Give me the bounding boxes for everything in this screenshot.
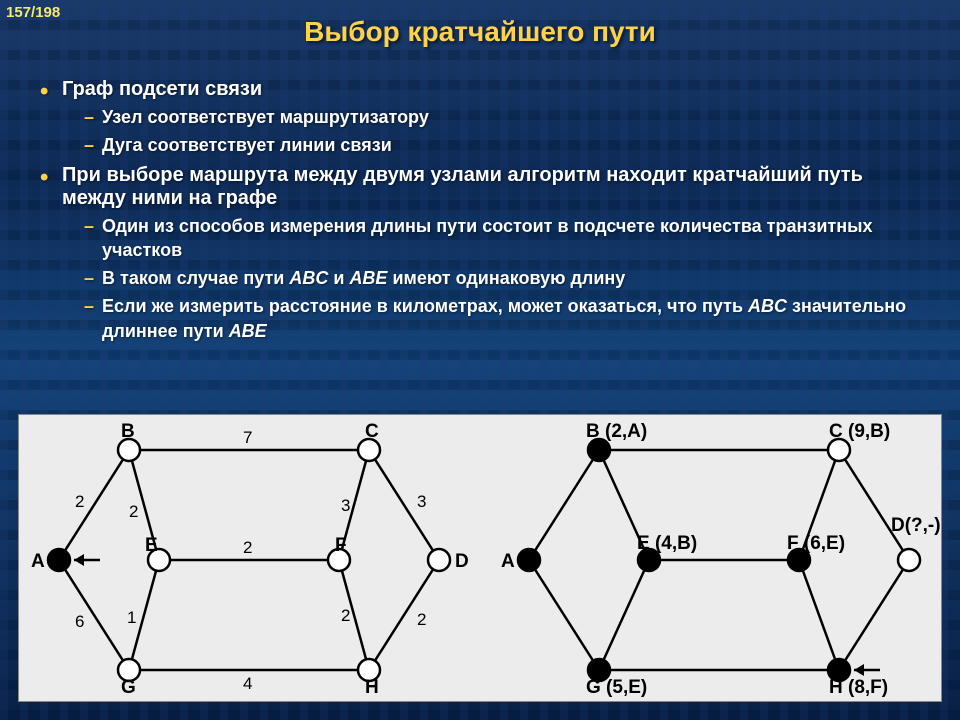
svg-text:3: 3 xyxy=(417,492,426,511)
svg-text:2: 2 xyxy=(243,538,252,557)
svg-text:H (8,F): H (8,F) xyxy=(829,677,888,698)
svg-text:6: 6 xyxy=(75,612,84,631)
svg-text:D(?,-): D(?,-) xyxy=(891,515,941,536)
svg-text:B: B xyxy=(121,421,135,442)
bullet-1: Граф подсети связи xyxy=(40,78,930,101)
text: имеют одинаковую длину xyxy=(387,268,625,288)
bullet-2: При выборе маршрута между двумя узлами а… xyxy=(40,164,930,210)
svg-text:F (6,E): F (6,E) xyxy=(787,533,845,554)
svg-text:C: C xyxy=(365,421,379,442)
svg-text:E: E xyxy=(145,535,158,556)
svg-text:2: 2 xyxy=(129,502,138,521)
text: Если же измерить расстояние в километрах… xyxy=(102,296,748,316)
svg-text:3: 3 xyxy=(341,496,350,515)
svg-text:E (4,B): E (4,B) xyxy=(637,533,697,554)
svg-text:F: F xyxy=(335,535,347,556)
bullet-1-1: Узел соответствует маршрутизатору xyxy=(84,105,930,129)
svg-text:4: 4 xyxy=(243,674,252,693)
slide-content: Граф подсети связи Узел соответствует ма… xyxy=(40,72,930,347)
path-abe: ABE xyxy=(349,268,387,288)
text: В таком случае пути xyxy=(102,268,289,288)
graph-svg: 2 6 7 2 2 1 3 2 3 2 4 A B C D E F G H A B (2,A) C (9,B) D(?,-)… xyxy=(19,415,943,703)
svg-text:2: 2 xyxy=(75,492,84,511)
svg-text:G: G xyxy=(121,677,136,698)
svg-text:B (2,A): B (2,A) xyxy=(586,421,647,442)
path-abe: ABE xyxy=(229,321,267,341)
svg-text:1: 1 xyxy=(127,608,136,627)
text: и xyxy=(328,268,349,288)
svg-text:G (5,E): G (5,E) xyxy=(586,677,647,698)
bullet-2-3: Если же измерить расстояние в километрах… xyxy=(84,294,930,343)
bullet-2-2: В таком случае пути ABC и ABE имеют один… xyxy=(84,266,930,290)
svg-text:C (9,B): C (9,B) xyxy=(829,421,890,442)
svg-text:A: A xyxy=(501,551,515,572)
svg-text:A: A xyxy=(31,551,45,572)
svg-text:7: 7 xyxy=(243,428,252,447)
svg-text:D: D xyxy=(455,551,469,572)
slide-title: Выбор кратчайшего пути xyxy=(0,16,960,48)
bullet-2-1: Один из способов измерения длины пути со… xyxy=(84,214,930,263)
svg-text:H: H xyxy=(365,677,379,698)
graph-diagram: 2 6 7 2 2 1 3 2 3 2 4 A B C D E F G H A B (2,A) C (9,B) D(?,-)… xyxy=(18,414,942,702)
bullet-1-2: Дуга соответствует линии связи xyxy=(84,133,930,157)
svg-text:2: 2 xyxy=(341,606,350,625)
path-abc: ABC xyxy=(289,268,328,288)
svg-text:2: 2 xyxy=(417,610,426,629)
path-abc: ABC xyxy=(748,296,787,316)
